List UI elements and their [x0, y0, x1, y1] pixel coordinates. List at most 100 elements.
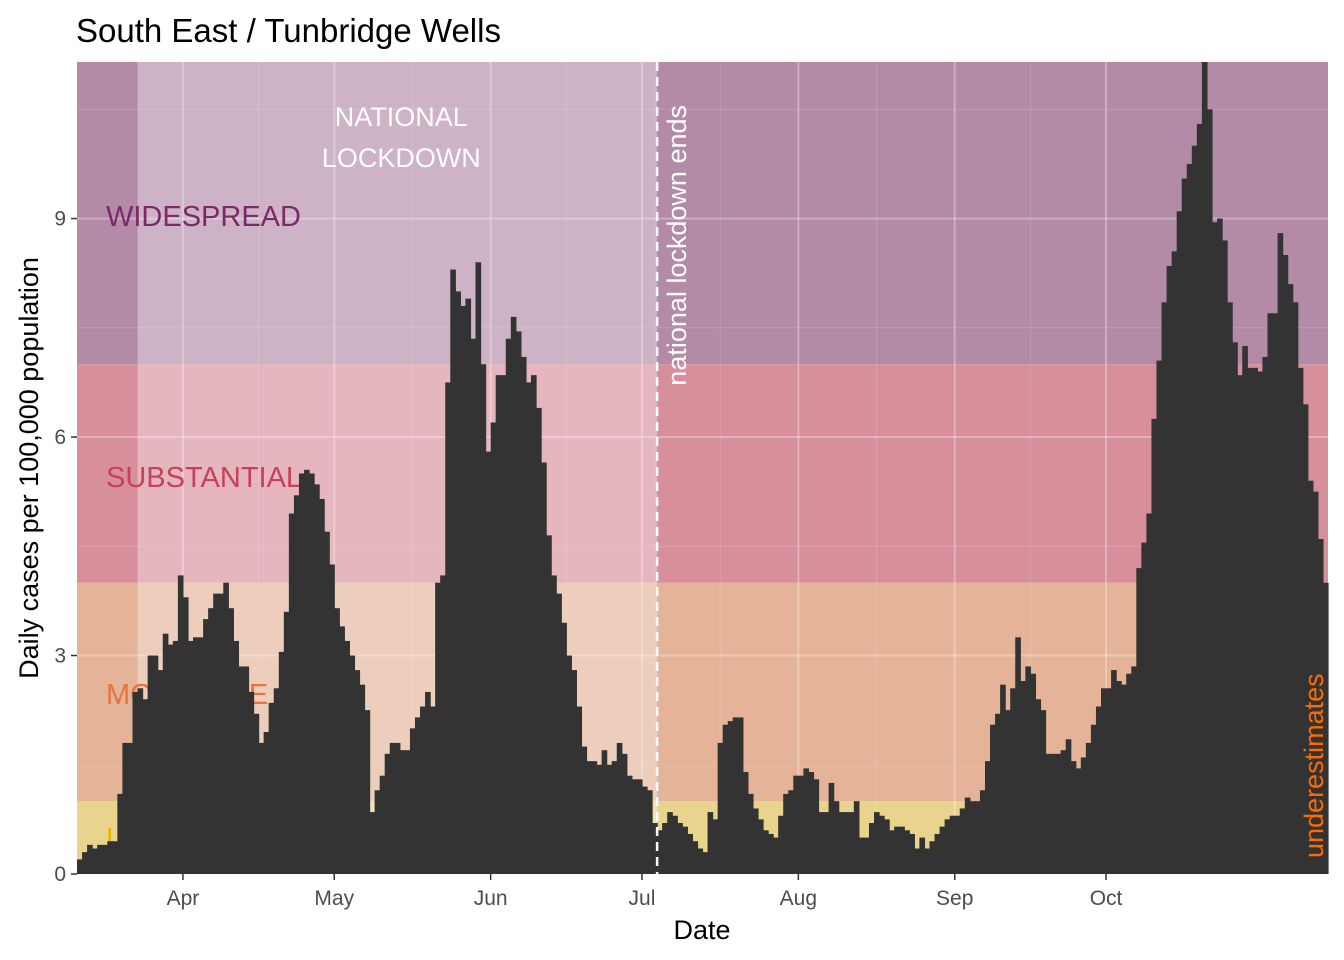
bar: [1196, 123, 1203, 874]
bar: [384, 753, 391, 874]
bar: [788, 790, 794, 874]
bar: [430, 706, 436, 874]
bar: [425, 691, 431, 874]
bar: [455, 291, 461, 874]
bar: [924, 848, 931, 874]
bar: [697, 848, 704, 874]
bar: [1080, 757, 1087, 874]
bar: [1151, 418, 1158, 874]
bar: [591, 761, 598, 874]
bar: [984, 761, 991, 874]
bar: [354, 670, 361, 874]
bar: [253, 713, 260, 874]
bar: [208, 608, 214, 874]
bar: [828, 782, 835, 874]
bar: [288, 513, 295, 874]
bar: [551, 575, 557, 874]
bar: [884, 819, 890, 874]
lockdown-label-line2: LOCKDOWN: [322, 143, 481, 173]
bar: [77, 859, 83, 874]
bar: [187, 640, 194, 874]
y-axis: 0 3 6 9: [54, 208, 77, 886]
bar: [374, 790, 381, 874]
bar: [303, 469, 310, 874]
lockdown-label: NATIONAL LOCKDOWN: [322, 102, 481, 173]
bar: [934, 833, 941, 874]
bar: [783, 793, 789, 874]
bar: [162, 633, 169, 874]
bar: [541, 462, 547, 874]
bar: [1035, 699, 1042, 874]
bar: [1065, 739, 1072, 874]
y-tick-label: 9: [54, 208, 66, 231]
bar: [1206, 109, 1213, 875]
bar: [525, 382, 532, 874]
bar: [667, 812, 673, 874]
bar: [677, 823, 683, 874]
bar: [1181, 178, 1188, 875]
bar: [1272, 313, 1279, 874]
bar: [1156, 360, 1163, 874]
bar: [193, 637, 199, 874]
bar: [581, 746, 588, 874]
bar: [954, 815, 961, 874]
bar: [601, 750, 608, 874]
bar: [561, 622, 567, 874]
bar: [1020, 681, 1026, 874]
bar: [813, 779, 820, 874]
bar: [1010, 688, 1016, 874]
bar: [1136, 568, 1142, 874]
bar: [692, 841, 699, 874]
bar: [672, 815, 678, 874]
underestimates-label: underestimates: [1299, 673, 1329, 858]
bar: [198, 637, 204, 874]
bar: [82, 852, 88, 874]
bar: [919, 837, 926, 874]
bar: [233, 640, 240, 874]
bar: [657, 830, 663, 874]
bar: [515, 331, 522, 875]
bar: [571, 670, 577, 874]
bar: [445, 382, 451, 874]
bar: [1075, 768, 1082, 874]
bar: [465, 298, 472, 874]
bar: [500, 375, 507, 874]
bar: [944, 819, 951, 874]
bar: [838, 812, 845, 874]
bar: [1322, 582, 1329, 874]
bar: [1186, 163, 1193, 875]
bar: [1222, 240, 1228, 875]
bar: [803, 768, 810, 874]
bar: [1085, 742, 1092, 874]
bar: [546, 535, 552, 874]
bar: [707, 812, 714, 874]
bar: [990, 724, 996, 874]
bar: [1060, 750, 1067, 874]
bar: [1242, 346, 1248, 874]
bar: [1302, 404, 1309, 874]
bar: [712, 819, 719, 874]
bar: [727, 721, 734, 874]
bar: [702, 852, 709, 874]
bar: [122, 742, 129, 874]
bar: [112, 841, 118, 874]
bar: [556, 593, 562, 874]
bar: [1267, 313, 1274, 874]
bar: [1257, 371, 1264, 874]
bar: [611, 761, 618, 874]
bar: [1095, 706, 1102, 874]
bar: [414, 717, 421, 874]
bar: [283, 611, 290, 874]
bar: [147, 655, 154, 874]
bar: [1131, 666, 1137, 874]
bar: [298, 473, 305, 874]
bar: [778, 815, 784, 874]
bar: [939, 826, 946, 874]
bar: [995, 713, 1001, 874]
bar: [687, 833, 694, 874]
bar: [1317, 539, 1324, 874]
bar: [268, 702, 275, 874]
bar: [213, 593, 219, 874]
bar: [490, 422, 497, 874]
bar: [218, 593, 224, 874]
